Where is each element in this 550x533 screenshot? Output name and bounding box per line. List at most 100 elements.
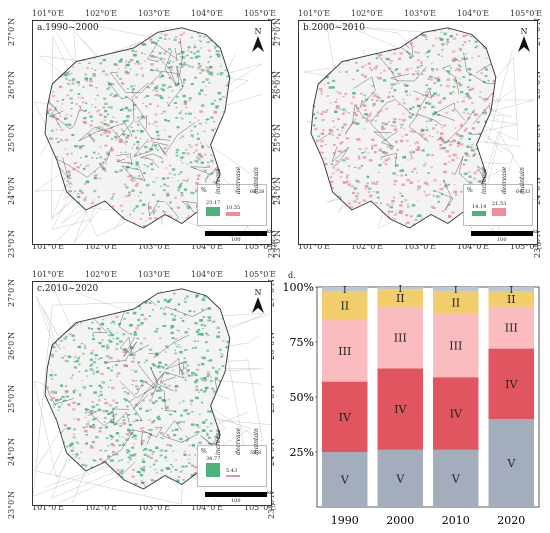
- north-label: N: [520, 27, 528, 36]
- bar-segment-I-2010: [433, 287, 479, 292]
- longitude-tick-top: 101°0′E: [298, 9, 331, 18]
- segment-label-II: II: [340, 300, 349, 313]
- increase-bar: [206, 463, 220, 477]
- decrease-bar: [226, 474, 240, 477]
- x-tick-label: 2020: [497, 514, 525, 527]
- segment-label-III: III: [338, 345, 351, 358]
- longitude-tick-bottom: 103°0′E: [404, 242, 437, 251]
- county-boundary: [109, 71, 161, 94]
- maintain-label: maintain: [519, 167, 526, 194]
- county-boundary: [146, 44, 178, 62]
- decrease-bar: [226, 211, 240, 216]
- latitude-tick-left: 26°0′N: [273, 70, 282, 99]
- longitude-tick-bottom: 102°0′E: [85, 242, 118, 251]
- longitude-tick-bottom: 103°0′E: [138, 503, 171, 512]
- latitude-tick-left: 25°0′N: [7, 123, 16, 152]
- latitude-tick-left: 24°0′N: [273, 176, 282, 205]
- longitude-tick-bottom: 105°0′E: [244, 242, 277, 251]
- county-boundary: [119, 336, 150, 355]
- scale-bar-unit: km: [267, 490, 271, 496]
- bar-segment-V-1990: [322, 452, 368, 507]
- county-boundary: [103, 429, 153, 463]
- scale-bar: [205, 492, 267, 497]
- segment-label-V: V: [451, 472, 461, 485]
- county-boundary: [45, 383, 74, 405]
- longitude-tick-top: 104°0′E: [191, 9, 224, 18]
- map-panel-label: b.2000~2010: [303, 23, 365, 33]
- county-boundary: [150, 367, 174, 399]
- county-boundary: [50, 146, 113, 178]
- longitude-tick-bottom: 101°0′E: [32, 503, 65, 512]
- county-boundary: [380, 153, 397, 167]
- change-share-inset: % 34.77 5.43 59.8 increase decrease maintain: [197, 428, 267, 487]
- county-boundary: [165, 357, 185, 375]
- bar-segment-III-2010: [433, 313, 479, 378]
- segment-label-IV: IV: [450, 408, 463, 421]
- north-label: N: [254, 27, 262, 36]
- latitude-tick-left: 25°0′N: [7, 384, 16, 413]
- scale-bar-unit: km: [533, 229, 537, 235]
- segment-label-I: I: [454, 286, 458, 296]
- county-boundary: [437, 179, 454, 211]
- maintain-value: 59.8: [250, 450, 262, 456]
- x-tick-label: 2000: [386, 514, 414, 527]
- map-frame: a.1990~2000 N% 23.17 10.55 66.28 increase decr…: [32, 20, 272, 245]
- decrease-label: decrease: [235, 166, 242, 194]
- county-boundary: [140, 426, 163, 447]
- segment-label-II: II: [507, 293, 516, 306]
- north-arrow: N: [251, 27, 265, 54]
- change-share-inset: % 14.14 21.53 64.33 increase decrease maintain: [463, 167, 533, 226]
- bar-segment-III-1990: [322, 320, 368, 382]
- segment-label-V: V: [340, 474, 350, 487]
- land-change-map: [303, 24, 537, 239]
- bar-segment-III-2020: [488, 306, 534, 349]
- panel-d-label: d.: [288, 271, 296, 280]
- decrease-label: decrease: [235, 427, 242, 455]
- north-arrow-icon: [252, 297, 264, 313]
- latitude-tick-left: 27°0′N: [7, 278, 16, 307]
- increase-value: 34.77: [206, 456, 221, 463]
- scale-bar: [471, 231, 533, 236]
- increase-bar: [472, 210, 486, 216]
- segment-label-V: V: [395, 472, 405, 485]
- longitude-tick-top: 104°0′E: [191, 270, 224, 279]
- county-boundary: [128, 397, 143, 423]
- maintain-value: 66.28: [250, 189, 265, 195]
- longitude-tick-bottom: 102°0′E: [351, 242, 384, 251]
- county-boundary: [148, 335, 188, 358]
- county-boundary: [345, 104, 364, 135]
- segment-label-IV: IV: [394, 403, 407, 416]
- county-boundary: [133, 139, 169, 158]
- county-boundary: [121, 165, 146, 182]
- bar-segment-IV-2020: [488, 348, 534, 419]
- segment-label-IV: IV: [505, 378, 518, 391]
- bar-segment-I-2020: [488, 287, 534, 292]
- county-boundary: [190, 160, 223, 181]
- longitude-tick-bottom: 103°0′E: [138, 242, 171, 251]
- percent-sign: %: [467, 187, 473, 194]
- county-boundary: [119, 380, 154, 399]
- longitude-tick-top: 105°0′E: [510, 9, 543, 18]
- latitude-tick-left: 23°0′N: [273, 229, 282, 258]
- scale-bar-value: 100: [231, 237, 241, 243]
- county-boundary: [156, 50, 177, 86]
- stacked-bar-chart: 100%75%50%25%VIVIIIIII1990VIVIIIIII2000V…: [283, 281, 540, 527]
- map-panel-label: c.2010~2020: [37, 284, 99, 294]
- latitude-tick-left: 25°0′N: [273, 123, 282, 152]
- county-boundary: [105, 336, 137, 363]
- longitude-tick-bottom: 102°0′E: [85, 503, 118, 512]
- decrease-value: 10.55: [226, 204, 241, 211]
- longitude-tick-top: 104°0′E: [457, 9, 490, 18]
- longitude-tick-top: 102°0′E: [85, 9, 118, 18]
- county-boundary: [52, 106, 82, 130]
- county-boundary: [441, 65, 460, 95]
- y-tick-label: 75%: [290, 336, 314, 349]
- county-boundary: [331, 146, 350, 167]
- north-label: N: [254, 288, 262, 297]
- increase-label: increase: [481, 168, 488, 194]
- longitude-tick-top: 102°0′E: [85, 270, 118, 279]
- bar-segment-V-2020: [488, 419, 534, 507]
- county-boundary: [353, 76, 376, 108]
- map-panel-a: 101°0′E 101°0′E 102°0′E 102°0′E 103°0′E 103°0…: [7, 9, 284, 259]
- longitude-tick-bottom: 104°0′E: [457, 242, 490, 251]
